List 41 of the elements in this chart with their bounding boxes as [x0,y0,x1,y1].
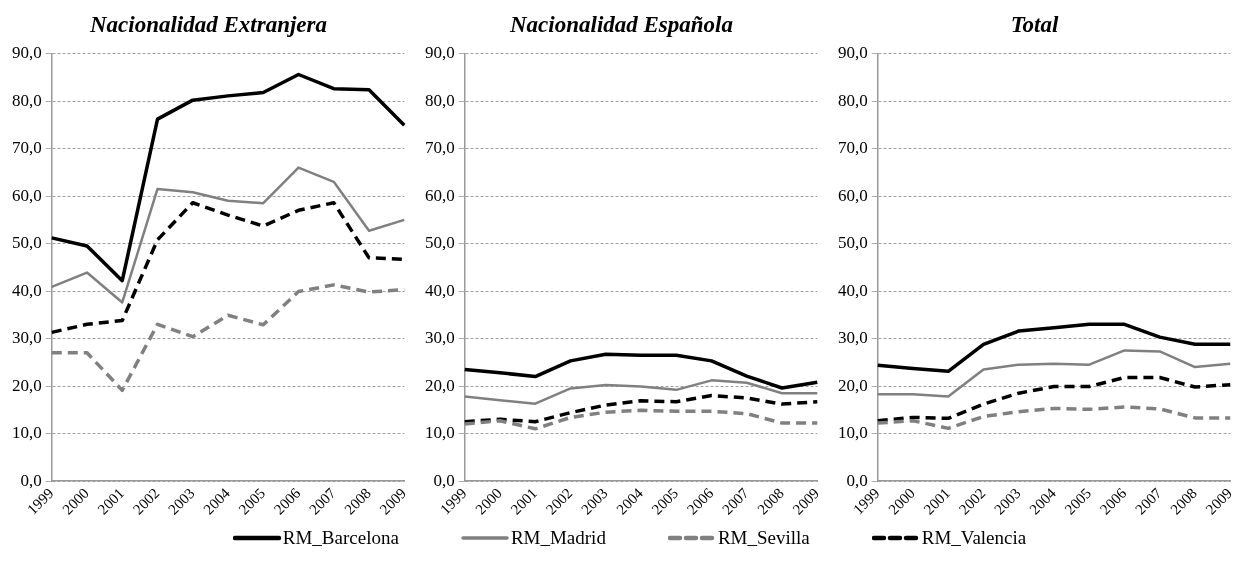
y-tick-label: 50,0 [12,233,42,253]
y-tick-label: 20,0 [838,375,868,395]
y-tick-label: 50,0 [838,233,868,253]
y-tick-label: 70,0 [12,138,42,158]
y-tick-label: 20,0 [425,375,455,395]
y-tick-label: 50,0 [425,233,455,253]
y-tick-label: 0,0 [20,470,42,490]
line-series [463,393,820,424]
y-tick-label: 10,0 [425,423,455,443]
y-tick-label: 90,0 [12,43,42,63]
y-tick-label: 0,0 [846,470,868,490]
y-tick-label: 70,0 [838,138,868,158]
y-tick-label: 80,0 [12,90,42,110]
y-tick-label: 60,0 [425,185,455,205]
legend-label: RM_Madrid [510,527,606,549]
y-tick-label: 40,0 [425,280,455,300]
line-series [463,408,820,431]
y-tick-label: 60,0 [12,185,42,205]
y-tick-label: 70,0 [425,138,455,158]
y-tick-label: 80,0 [425,90,455,110]
legend-label: RM_Barcelona [282,527,399,549]
line-series [876,375,1233,423]
y-tick-label: 0,0 [433,470,455,490]
y-tick-label: 90,0 [425,43,455,63]
y-tick-label: 40,0 [838,280,868,300]
y-tick-label: 80,0 [838,90,868,110]
y-tick-label: 60,0 [838,185,868,205]
legend-label: RM_Valencia [921,527,1027,549]
y-tick-label: 30,0 [838,328,868,348]
chart-title: Nacionalidad Española [508,11,734,37]
y-tick-label: 10,0 [12,423,42,443]
y-tick-label: 90,0 [838,43,868,63]
y-tick-label: 30,0 [12,328,42,348]
chart-title: Nacionalidad Extranjera [88,11,328,37]
y-tick-label: 30,0 [425,328,455,348]
legend-label: RM_Sevilla [717,527,810,549]
y-tick-label: 20,0 [12,375,42,395]
chart-title: Total [1010,11,1059,37]
y-tick-label: 10,0 [838,423,868,443]
line-series [876,405,1233,431]
y-tick-label: 40,0 [12,280,42,300]
